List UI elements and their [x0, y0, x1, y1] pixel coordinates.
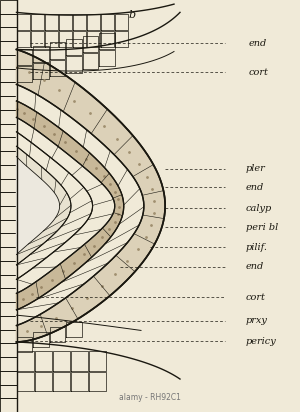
- Polygon shape: [31, 31, 44, 47]
- Polygon shape: [31, 14, 44, 30]
- Polygon shape: [0, 178, 16, 192]
- Polygon shape: [16, 31, 30, 47]
- Polygon shape: [0, 234, 16, 247]
- Polygon shape: [16, 101, 124, 310]
- Polygon shape: [16, 49, 32, 65]
- Polygon shape: [0, 316, 16, 330]
- Text: cort: cort: [246, 293, 266, 302]
- Polygon shape: [16, 146, 71, 265]
- Polygon shape: [87, 31, 100, 47]
- Text: pler: pler: [246, 164, 266, 173]
- Polygon shape: [0, 357, 16, 371]
- Polygon shape: [16, 337, 32, 352]
- Polygon shape: [52, 372, 70, 391]
- Polygon shape: [66, 39, 82, 55]
- Polygon shape: [0, 0, 16, 14]
- Polygon shape: [16, 49, 165, 342]
- Polygon shape: [70, 351, 88, 371]
- Polygon shape: [99, 33, 115, 49]
- Polygon shape: [0, 151, 16, 165]
- Polygon shape: [0, 220, 16, 234]
- Polygon shape: [33, 63, 49, 79]
- Polygon shape: [0, 137, 16, 151]
- Polygon shape: [0, 247, 16, 261]
- Polygon shape: [0, 343, 16, 357]
- Polygon shape: [70, 372, 88, 391]
- Polygon shape: [0, 124, 16, 137]
- Text: end: end: [246, 262, 264, 272]
- Polygon shape: [33, 332, 49, 347]
- Polygon shape: [0, 206, 16, 220]
- Text: prxy: prxy: [246, 316, 268, 325]
- Polygon shape: [16, 132, 93, 279]
- Polygon shape: [16, 351, 34, 371]
- Polygon shape: [16, 157, 60, 255]
- Polygon shape: [50, 60, 65, 76]
- Polygon shape: [0, 69, 16, 82]
- Polygon shape: [59, 31, 72, 47]
- Text: end: end: [249, 39, 267, 48]
- Text: peri bl: peri bl: [246, 223, 278, 232]
- Polygon shape: [0, 302, 16, 316]
- Polygon shape: [0, 275, 16, 288]
- Polygon shape: [82, 53, 98, 69]
- Text: b: b: [128, 10, 136, 20]
- Polygon shape: [115, 31, 128, 47]
- Polygon shape: [34, 372, 52, 391]
- Polygon shape: [59, 14, 72, 30]
- Polygon shape: [0, 398, 16, 412]
- Polygon shape: [16, 14, 30, 30]
- Polygon shape: [50, 327, 65, 342]
- Polygon shape: [99, 50, 115, 66]
- Polygon shape: [16, 49, 165, 342]
- Polygon shape: [34, 351, 52, 371]
- Polygon shape: [115, 14, 128, 30]
- Polygon shape: [0, 55, 16, 69]
- Polygon shape: [0, 288, 16, 302]
- Polygon shape: [73, 14, 86, 30]
- Text: alamy - RH92C1: alamy - RH92C1: [119, 393, 181, 402]
- Polygon shape: [52, 351, 70, 371]
- Polygon shape: [88, 372, 106, 391]
- Polygon shape: [16, 117, 115, 293]
- Polygon shape: [0, 261, 16, 275]
- Polygon shape: [0, 330, 16, 343]
- Polygon shape: [45, 14, 58, 30]
- Polygon shape: [15, 12, 217, 371]
- Polygon shape: [0, 371, 16, 384]
- Polygon shape: [101, 14, 114, 30]
- Polygon shape: [0, 384, 16, 398]
- Text: end: end: [246, 183, 264, 192]
- Polygon shape: [0, 165, 16, 178]
- Polygon shape: [16, 66, 32, 82]
- Polygon shape: [0, 41, 16, 55]
- Polygon shape: [50, 42, 65, 59]
- Polygon shape: [0, 110, 16, 124]
- Polygon shape: [87, 14, 100, 30]
- Polygon shape: [45, 31, 58, 47]
- Polygon shape: [16, 372, 34, 391]
- Polygon shape: [66, 56, 82, 73]
- Polygon shape: [0, 82, 16, 96]
- Text: pericy: pericy: [246, 337, 277, 346]
- Text: pilif.: pilif.: [246, 243, 268, 252]
- Polygon shape: [66, 322, 82, 337]
- Polygon shape: [0, 14, 16, 28]
- Polygon shape: [88, 351, 106, 371]
- Polygon shape: [73, 31, 86, 47]
- Polygon shape: [16, 84, 144, 325]
- Polygon shape: [33, 46, 49, 62]
- Text: calyp: calyp: [246, 204, 272, 213]
- Polygon shape: [101, 31, 114, 47]
- Polygon shape: [0, 96, 16, 110]
- Polygon shape: [0, 28, 16, 41]
- Polygon shape: [0, 192, 16, 206]
- Text: cort: cort: [249, 68, 269, 77]
- Polygon shape: [82, 36, 98, 52]
